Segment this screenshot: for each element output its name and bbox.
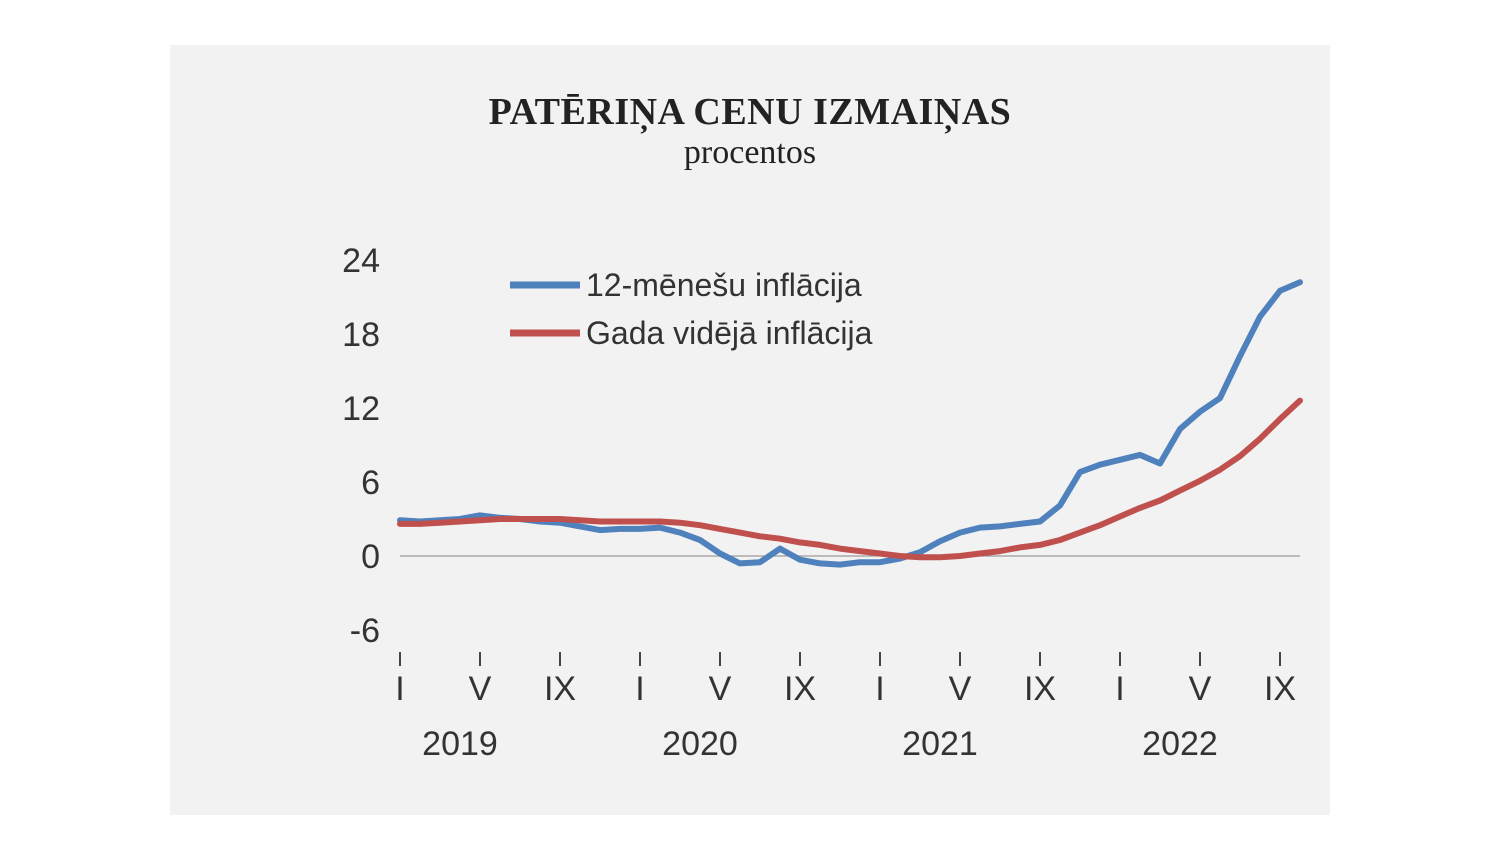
series-line — [400, 401, 1300, 558]
x-year-label: 2022 — [1142, 725, 1218, 763]
x-year-label: 2021 — [902, 725, 978, 763]
chart-title-main: PATĒRIŅA CENU IZMAIŅAS — [170, 90, 1330, 134]
x-month-label: I — [635, 670, 644, 708]
legend-label: 12-mēnešu inflācija — [586, 267, 862, 303]
x-month-label: I — [1115, 670, 1124, 708]
legend-label: Gada vidējā inflācija — [586, 315, 873, 351]
y-tick-label: 24 — [342, 242, 380, 280]
x-month-label: I — [395, 670, 404, 708]
x-month-label: V — [709, 670, 732, 708]
x-month-label: IX — [1024, 670, 1056, 708]
y-tick-label: 6 — [361, 464, 380, 502]
y-tick-label: 0 — [361, 538, 380, 576]
x-month-label: IX — [784, 670, 816, 708]
x-month-label: I — [875, 670, 884, 708]
chart-title-sub: procentos — [170, 134, 1330, 172]
chart-panel: PATĒRIŅA CENU IZMAIŅAS procentos -6 0 6 12 1… — [170, 45, 1330, 815]
y-tick-label: 18 — [342, 316, 380, 354]
page-root: PATĒRIŅA CENU IZMAIŅAS procentos -6 0 6 12 1… — [0, 0, 1500, 860]
x-month-label: IX — [544, 670, 576, 708]
x-year-label: 2020 — [662, 725, 738, 763]
x-year-label: 2019 — [422, 725, 498, 763]
x-month-label: V — [469, 670, 492, 708]
y-tick-label: 12 — [342, 390, 380, 428]
x-month-label: V — [1189, 670, 1212, 708]
x-month-label: V — [949, 670, 972, 708]
x-month-label: IX — [1264, 670, 1296, 708]
y-tick-label: -6 — [350, 612, 380, 650]
chart-title-block: PATĒRIŅA CENU IZMAIŅAS procentos — [170, 90, 1330, 172]
